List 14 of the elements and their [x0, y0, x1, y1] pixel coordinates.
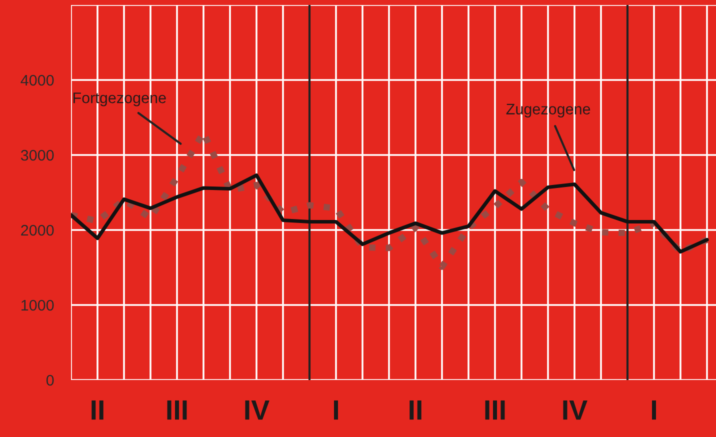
y-tick-label: 3000 [20, 150, 54, 161]
y-tick-label: 4000 [20, 74, 54, 86]
y-tick-label: 2000 [21, 224, 54, 236]
x-tick-label: IV [563, 400, 588, 420]
line-series [71, 173, 709, 254]
x-tick-label: III [485, 400, 505, 420]
x-tick-label: IV [245, 400, 270, 420]
x-tick-label: II [410, 400, 422, 420]
y-tick-label: 1000 [22, 300, 54, 311]
x-tick-label: I [334, 400, 338, 420]
y-tick-label: 0 [46, 374, 54, 386]
x-tick-label: II [92, 400, 104, 420]
x-tick-label: III [167, 400, 187, 420]
x-tick-label: I [652, 400, 656, 420]
